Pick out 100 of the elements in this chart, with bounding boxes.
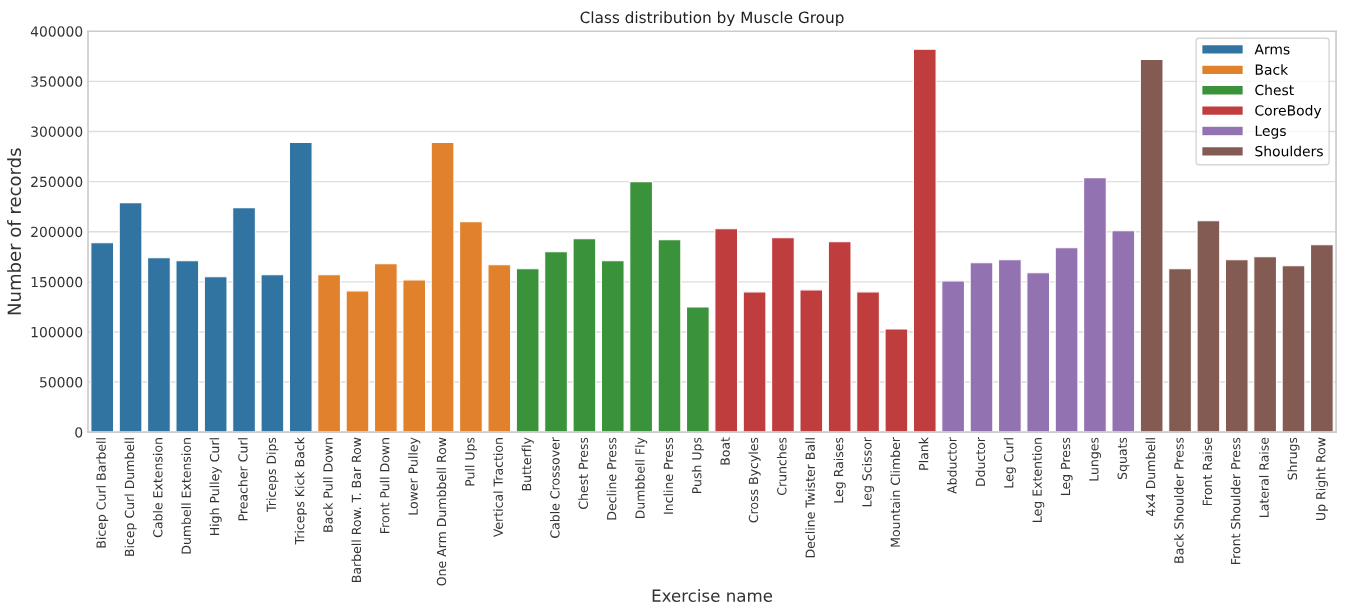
x-tick-label: Pull Ups bbox=[464, 437, 477, 486]
bar bbox=[1309, 244, 1334, 433]
x-tick-label: One Arm Dumbbell Row bbox=[436, 437, 447, 586]
x-tick-label: Lunges bbox=[1089, 437, 1101, 481]
legend-label: Back bbox=[1255, 64, 1289, 75]
x-tick-label: Boat bbox=[720, 437, 730, 465]
bar bbox=[600, 260, 625, 433]
x-tick-label: Dumbell Extension bbox=[181, 438, 191, 554]
x-tick-label: Dumbbell Fly bbox=[635, 437, 648, 519]
x-tick-label: Butterfly bbox=[521, 437, 534, 491]
x-tick-label: Dductor bbox=[975, 437, 986, 486]
bar bbox=[402, 279, 427, 433]
x-tick-label: Triceps Kick Back bbox=[294, 437, 307, 545]
y-tick-label: 250000 bbox=[31, 176, 83, 188]
bar bbox=[1139, 58, 1164, 433]
x-tick-label: Incline Press bbox=[663, 437, 674, 514]
bar bbox=[1026, 272, 1051, 433]
bar bbox=[572, 238, 597, 433]
x-tick-label: Chest Press bbox=[578, 437, 589, 509]
bar bbox=[345, 290, 370, 433]
legend-label: CoreBody bbox=[1255, 104, 1322, 119]
bar bbox=[1083, 177, 1107, 433]
bar bbox=[459, 221, 483, 433]
x-tick-label: Leg Extention bbox=[1032, 438, 1045, 522]
bar bbox=[232, 207, 256, 433]
bar bbox=[203, 276, 228, 433]
y-tick-label: 50000 bbox=[40, 377, 83, 388]
bar bbox=[317, 274, 342, 433]
y-axis-title: Number of records bbox=[7, 148, 22, 315]
bar bbox=[941, 280, 966, 433]
x-tick-label: Squats bbox=[1117, 437, 1130, 480]
x-tick-label: Front Raise bbox=[1202, 437, 1213, 506]
bar bbox=[884, 328, 909, 433]
bar bbox=[430, 141, 455, 433]
bar bbox=[544, 251, 568, 433]
x-tick-label: Mountain Climber bbox=[890, 437, 901, 547]
chart-title: Class distribution by Muscle Group bbox=[580, 11, 844, 27]
x-tick-label: Preacher Curl bbox=[237, 438, 248, 521]
x-tick-label: Plank bbox=[918, 437, 929, 470]
x-axis-title: Exercise name bbox=[652, 589, 773, 602]
x-tick-label: Lateral Raise bbox=[1259, 437, 1269, 517]
bar bbox=[373, 263, 398, 433]
legend-label: Arms bbox=[1254, 44, 1290, 55]
bar bbox=[90, 242, 115, 433]
bar bbox=[1111, 230, 1136, 433]
x-tick-label: Triceps Dips bbox=[266, 437, 279, 512]
bar bbox=[175, 260, 200, 433]
y-tick-label: 350000 bbox=[31, 76, 83, 87]
bar bbox=[714, 228, 739, 433]
bar bbox=[742, 291, 767, 433]
y-tick-label: 100000 bbox=[31, 326, 83, 338]
y-tick-label: 150000 bbox=[31, 276, 83, 288]
x-tick-label: Abductor bbox=[947, 437, 957, 494]
legend-label: Legs bbox=[1255, 125, 1286, 139]
x-tick-label: Bicep Curl Dumbell bbox=[124, 438, 137, 556]
bar bbox=[1224, 259, 1249, 433]
x-tick-label: Lower Pulley bbox=[408, 437, 421, 515]
bar bbox=[856, 291, 880, 433]
x-tick-label: Cable Extension bbox=[152, 438, 163, 538]
x-tick-label: Leg Scissor bbox=[861, 437, 875, 507]
bar bbox=[799, 289, 824, 433]
legend-label: Chest bbox=[1255, 84, 1294, 96]
x-tick-label: Shrugs bbox=[1287, 437, 1300, 480]
bar bbox=[487, 264, 512, 433]
x-tick-label: Leg Raises bbox=[833, 437, 846, 503]
x-tick-label: Cable Crossover bbox=[549, 437, 560, 538]
bar bbox=[147, 257, 171, 433]
x-tick-label: High Pulley Curl bbox=[209, 438, 222, 536]
bar bbox=[1196, 220, 1221, 433]
x-tick-label: Front Shoulder Press bbox=[1230, 437, 1241, 564]
x-tick-label: Up Right Row bbox=[1315, 437, 1328, 520]
x-tick-label: Vertical Traction bbox=[493, 438, 503, 538]
x-tick-label: Push Ups bbox=[691, 437, 704, 494]
bar bbox=[969, 262, 994, 433]
bar bbox=[260, 274, 285, 433]
bar bbox=[657, 239, 682, 433]
x-tick-label: Barbell Row. T. Bar Row bbox=[351, 437, 362, 582]
bar bbox=[118, 202, 143, 433]
x-tick-label: Leg Press bbox=[1060, 437, 1073, 496]
bar bbox=[629, 181, 654, 433]
x-tick-label: Back Pull Down bbox=[323, 438, 333, 532]
x-tick-label: Decline Twister Ball bbox=[805, 438, 815, 558]
y-tick-label: 0 bbox=[75, 427, 83, 438]
bar bbox=[997, 259, 1022, 433]
x-tick-label: Crunches bbox=[776, 437, 787, 496]
x-tick-label: 4x4 Dumbell bbox=[1145, 438, 1156, 516]
x-tick-label: Decline Press bbox=[606, 437, 617, 520]
bar bbox=[1168, 268, 1192, 433]
bar bbox=[912, 48, 937, 433]
bar bbox=[288, 141, 313, 433]
x-tick-label: Bicep Curl Barbell bbox=[96, 438, 109, 548]
x-tick-label: Back Shoulder Press bbox=[1173, 437, 1184, 563]
bar bbox=[1281, 265, 1306, 433]
bar bbox=[771, 237, 795, 433]
x-tick-label: Cross Bycyles bbox=[748, 437, 761, 523]
bar bbox=[685, 306, 710, 433]
x-tick-label: Front Pull Down bbox=[379, 438, 390, 533]
bar bbox=[1054, 247, 1079, 433]
y-tick-label: 200000 bbox=[31, 226, 83, 238]
bar bbox=[1253, 256, 1278, 433]
